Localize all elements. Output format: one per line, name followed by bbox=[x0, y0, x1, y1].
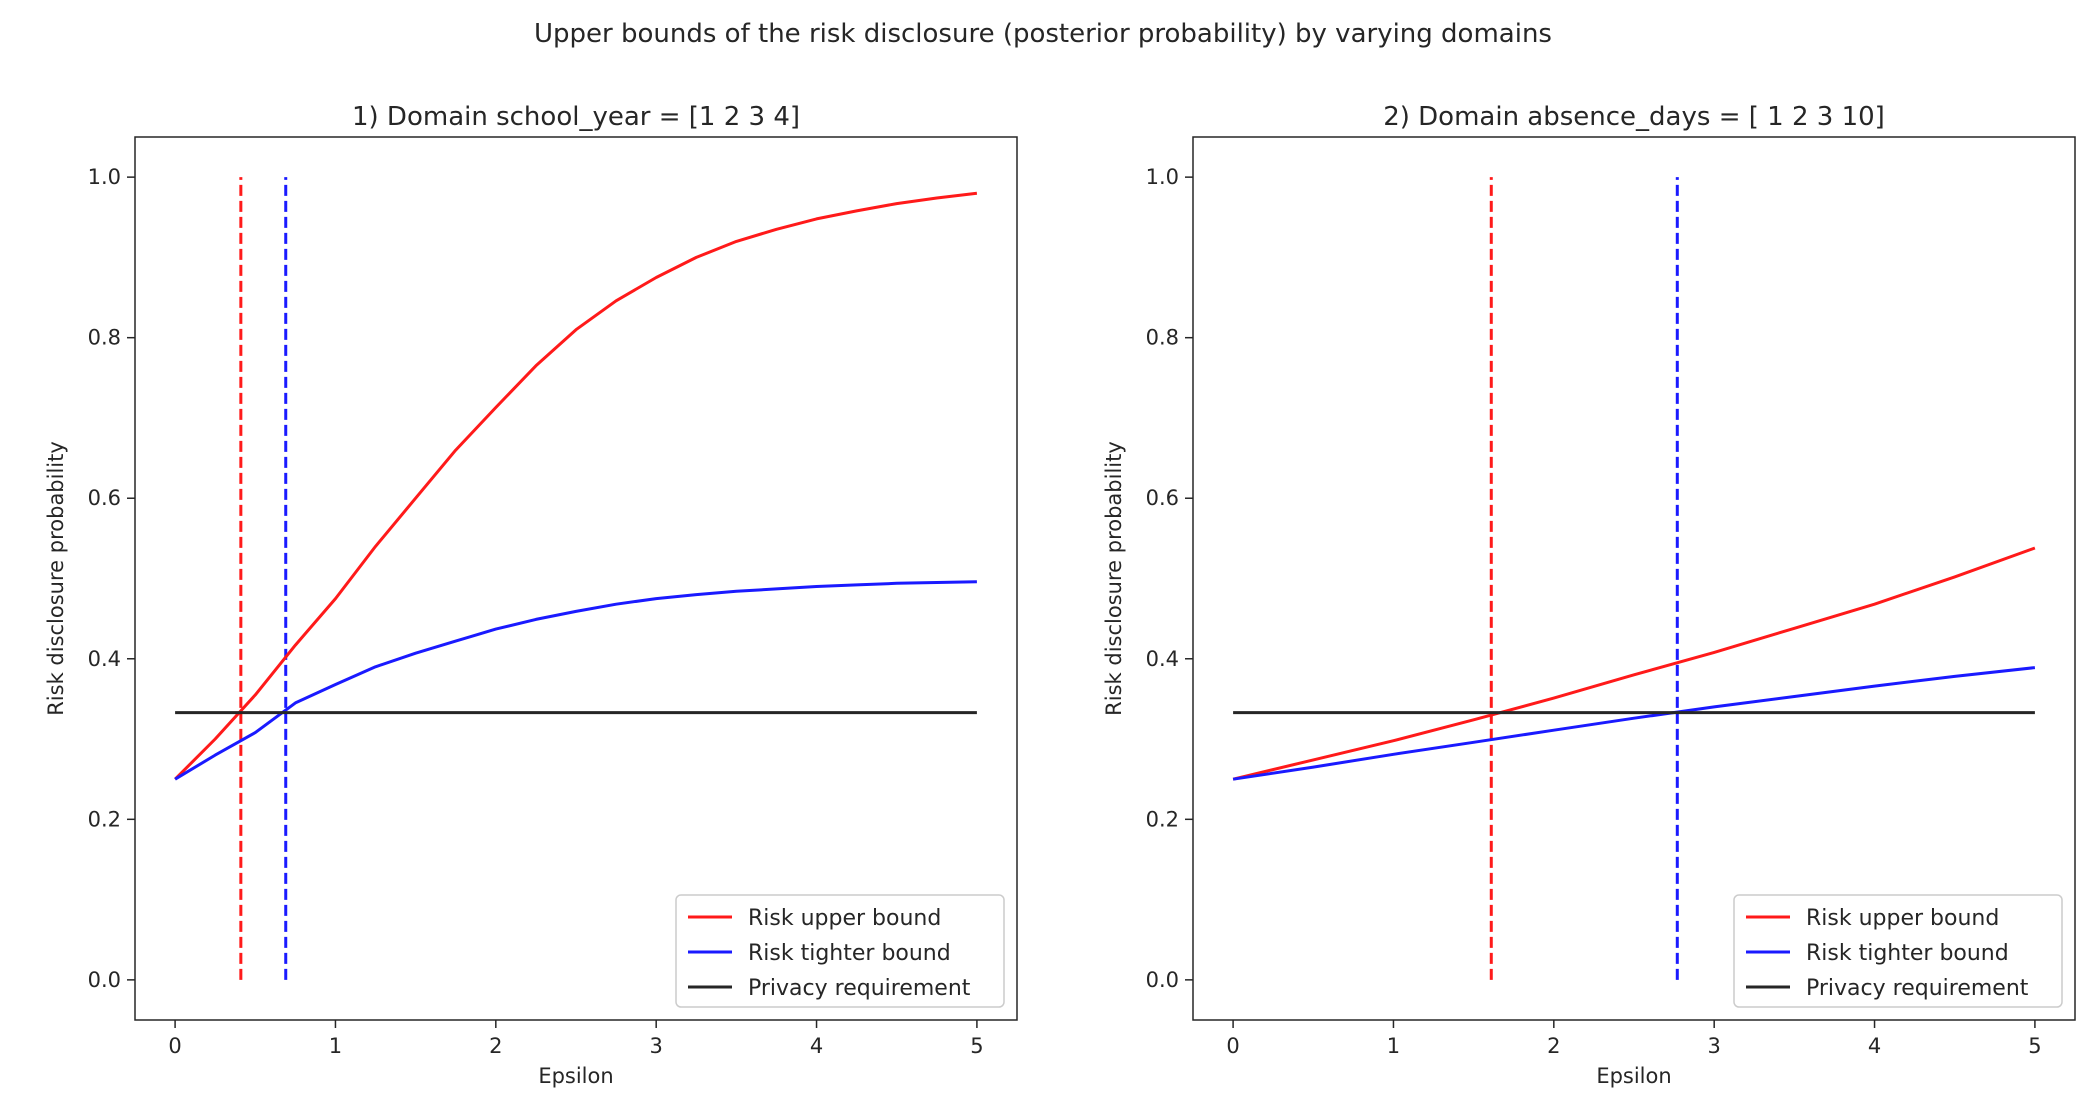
x-tick-label: 2 bbox=[1547, 1034, 1560, 1058]
legend-label: Risk upper bound bbox=[1806, 906, 1999, 931]
legend-label: Risk tighter bound bbox=[1806, 941, 2009, 966]
y-tick-label: 0.4 bbox=[1146, 647, 1179, 671]
x-tick-label: 0 bbox=[1226, 1034, 1239, 1058]
series-line-2 bbox=[174, 580, 977, 781]
x-tick-label: 4 bbox=[1868, 1034, 1881, 1058]
y-tick-label: 1.0 bbox=[1146, 165, 1179, 189]
x-tick-label: 3 bbox=[1707, 1034, 1720, 1058]
y-tick-label: 0.6 bbox=[1146, 486, 1179, 510]
x-tick-label: 1 bbox=[1387, 1034, 1400, 1058]
x-tick-label: 5 bbox=[2028, 1034, 2041, 1058]
y-tick-label: 0.4 bbox=[88, 647, 121, 671]
x-tick-label: 2 bbox=[489, 1034, 502, 1058]
y-tick-label: 1.0 bbox=[88, 165, 121, 189]
series-line-1 bbox=[174, 191, 978, 781]
x-tick-label: 4 bbox=[810, 1034, 823, 1058]
series-line-2 bbox=[1232, 666, 2036, 781]
x-tick-label: 1 bbox=[329, 1034, 342, 1058]
plot-area bbox=[174, 177, 978, 980]
x-tick-label: 0 bbox=[168, 1034, 181, 1058]
y-tick-label: 0.8 bbox=[1146, 326, 1179, 350]
legend: Risk upper bound Risk tighter bound Privac… bbox=[1733, 894, 2063, 1008]
x-axis-label: Epsilon bbox=[1596, 1064, 1671, 1088]
y-tick-label: 0.2 bbox=[88, 807, 121, 831]
axes-frame bbox=[1192, 136, 2076, 1021]
y-tick-label: 0.6 bbox=[88, 486, 121, 510]
x-tick-label: 5 bbox=[970, 1034, 983, 1058]
legend-label: Privacy requirement bbox=[1806, 976, 2029, 1001]
figure-suptitle: Upper bounds of the risk disclosure (pos… bbox=[534, 19, 1552, 49]
legend-box bbox=[1733, 894, 2063, 1008]
legend-label: Risk upper bound bbox=[748, 906, 941, 931]
y-tick-label: 0.0 bbox=[88, 968, 121, 992]
plot-area bbox=[1232, 177, 2036, 980]
y-tick-label: 0.2 bbox=[1146, 807, 1179, 831]
y-tick-label: 0.0 bbox=[1146, 968, 1179, 992]
y-axis-label: Risk disclosure probability bbox=[44, 441, 68, 716]
series-line-1 bbox=[1232, 546, 2036, 781]
x-axis-label: Epsilon bbox=[538, 1064, 613, 1088]
y-axis-label: Risk disclosure probability bbox=[1102, 441, 1126, 716]
legend-box bbox=[675, 894, 1005, 1008]
x-tick-label: 3 bbox=[649, 1034, 662, 1058]
subplot-title: 1) Domain school_year = [1 2 3 4] bbox=[352, 102, 800, 132]
y-tick-label: 0.8 bbox=[88, 326, 121, 350]
subplot-2: 2) Domain absence_days = [ 1 2 3 10] 0 1 2 3… bbox=[1102, 102, 2076, 1088]
subplot-title: 2) Domain absence_days = [ 1 2 3 10] bbox=[1383, 102, 1885, 132]
axes-frame bbox=[134, 136, 1018, 1021]
subplot-1: 1) Domain school_year = [1 2 3 4] 0 1 2 3 4 5 0… bbox=[44, 102, 1018, 1088]
legend-label: Risk tighter bound bbox=[748, 941, 951, 966]
plots-container: 1) Domain school_year = [1 2 3 4] 0 1 2 3 4 5 0… bbox=[44, 102, 2076, 1088]
legend: Risk upper bound Risk tighter bound Privac… bbox=[675, 894, 1005, 1008]
legend-label: Privacy requirement bbox=[748, 976, 971, 1001]
